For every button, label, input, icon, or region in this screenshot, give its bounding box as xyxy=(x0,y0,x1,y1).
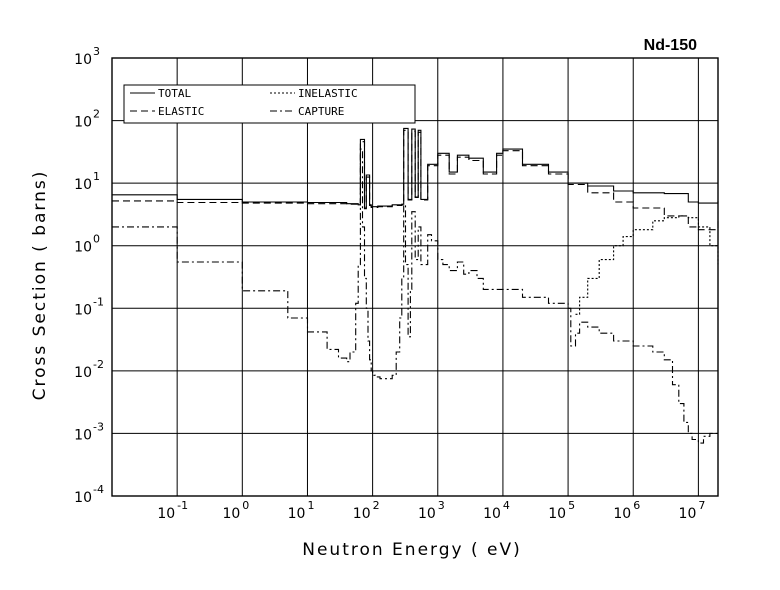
y-tick-label: 10 xyxy=(74,115,92,131)
x-tick-exponent: 5 xyxy=(568,499,575,512)
y-tick-label: 10 xyxy=(74,365,92,381)
x-tick-base: 10 xyxy=(483,506,501,522)
x-tick-label: 10 xyxy=(353,506,371,522)
y-tick-label: 10 xyxy=(74,52,92,68)
x-tick-exponent: 0 xyxy=(242,499,249,512)
x-tick-label: 10 xyxy=(288,506,306,522)
y-tick-exponent: 2 xyxy=(93,108,100,121)
y-axis-label: Cross Section ( barns) xyxy=(30,170,50,401)
x-tick-base: 10 xyxy=(222,506,240,522)
series-line-inelastic xyxy=(575,215,719,315)
y-tick-exponent: -4 xyxy=(93,483,104,496)
y-tick-label: 10 xyxy=(74,177,92,193)
x-tick-label: 10 xyxy=(157,506,175,522)
y-tick-exponent: 1 xyxy=(93,170,100,183)
legend-label-capture: CAPTURE xyxy=(298,105,344,118)
series-line-capture xyxy=(112,148,718,444)
y-tick-label: 10 xyxy=(74,427,92,443)
x-tick-exponent: 3 xyxy=(438,499,445,512)
x-tick-exponent: 1 xyxy=(307,499,314,512)
x-tick-base: 10 xyxy=(548,506,566,522)
y-tick-exponent: -2 xyxy=(93,358,104,371)
series-line-total xyxy=(112,127,719,209)
legend-label-elastic: ELASTIC xyxy=(158,105,204,118)
legend-label-inelastic: INELASTIC xyxy=(298,87,358,100)
x-tick-exponent: 2 xyxy=(373,499,380,512)
y-tick-exponent: 3 xyxy=(93,45,100,58)
tick-labels: 10-1100101102103104105106107103102101100… xyxy=(74,45,705,522)
x-tick-label: 10 xyxy=(418,506,436,522)
x-tick-exponent: 6 xyxy=(633,499,640,512)
series-line-elastic xyxy=(112,129,719,231)
x-tick-base: 10 xyxy=(613,506,631,522)
x-tick-base: 10 xyxy=(353,506,371,522)
legend-label-total: TOTAL xyxy=(158,87,191,100)
x-tick-base: 10 xyxy=(679,506,697,522)
x-tick-exponent: 7 xyxy=(698,499,705,512)
legend-box xyxy=(123,84,416,124)
y-tick-label: 10 xyxy=(74,302,92,318)
x-tick-exponent: 4 xyxy=(503,499,510,512)
x-axis-label: Neutron Energy ( eV) xyxy=(302,540,522,560)
x-tick-label: 10 xyxy=(679,506,697,522)
x-tick-label: 10 xyxy=(613,506,631,522)
plot-frame xyxy=(111,57,719,497)
x-tick-label: 10 xyxy=(222,506,240,522)
x-tick-base: 10 xyxy=(288,506,306,522)
y-tick-exponent: 0 xyxy=(93,233,100,246)
x-tick-label: 10 xyxy=(483,506,501,522)
y-tick-label: 10 xyxy=(74,240,92,256)
x-tick-base: 10 xyxy=(157,506,175,522)
chart-title: Nd-150 xyxy=(644,37,697,54)
x-tick-base: 10 xyxy=(418,506,436,522)
y-tick-label: 10 xyxy=(74,490,92,506)
series-group xyxy=(112,127,719,444)
legend: TOTAL INELASTIC ELASTIC CAPTURE xyxy=(123,84,416,124)
x-tick-label: 10 xyxy=(548,506,566,522)
y-tick-exponent: -1 xyxy=(93,295,104,308)
y-tick-exponent: -3 xyxy=(93,420,104,433)
x-tick-exponent: -1 xyxy=(177,499,188,512)
